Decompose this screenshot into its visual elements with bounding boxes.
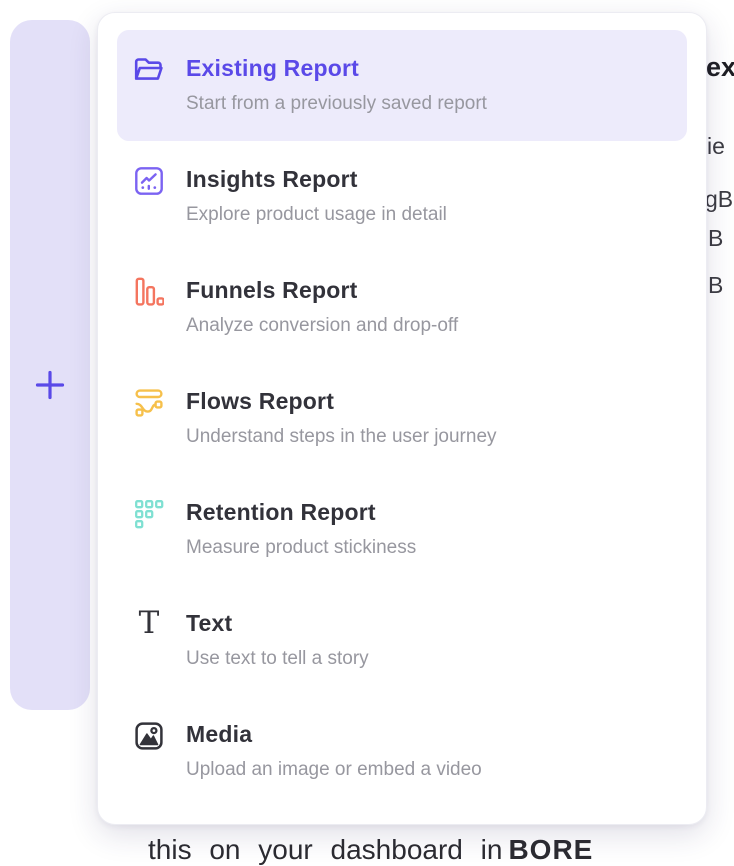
- folder-icon: [131, 55, 167, 83]
- menu-item-text: Flows Report Understand steps in the use…: [186, 386, 497, 449]
- menu-item-label: Existing Report: [186, 55, 359, 81]
- menu-item-description: Use text to tell a story: [186, 648, 369, 669]
- bg-text-fragment: ie: [707, 133, 725, 159]
- menu-item-description: Start from a previously saved report: [186, 93, 487, 114]
- menu-item-description: Analyze conversion and drop-off: [186, 315, 459, 336]
- menu-item-media-block[interactable]: Media Upload an image or embed a video: [117, 696, 687, 807]
- add-report-menu: Existing Report Start from a previously …: [97, 12, 707, 825]
- menu-item-text: Funnels Report Analyze conversion and dr…: [186, 275, 458, 338]
- bg-bottom-text: this on your dashboard in: [148, 834, 503, 865]
- menu-item-description: Understand steps in the user journey: [186, 426, 497, 447]
- plus-icon: [32, 367, 68, 403]
- menu-item-label: Flows Report: [186, 388, 335, 414]
- menu-item-flows-report[interactable]: Flows Report Understand steps in the use…: [117, 363, 687, 474]
- menu-item-label: Insights Report: [186, 166, 358, 192]
- menu-item-text: Insights Report Explore product usage in…: [186, 164, 447, 227]
- bg-text-fragment: B: [708, 272, 724, 298]
- menu-item-label: Funnels Report: [186, 277, 358, 303]
- flows-icon: [131, 388, 167, 418]
- bg-bottom-text-strong: BORE: [508, 834, 594, 865]
- menu-item-existing-report[interactable]: Existing Report Start from a previously …: [117, 30, 687, 141]
- funnels-bars-icon: [131, 277, 167, 307]
- bg-text-fragment: B: [708, 225, 724, 251]
- menu-item-text: Media Upload an image or embed a video: [186, 719, 482, 782]
- insights-chart-icon: [131, 166, 167, 196]
- menu-item-text: Existing Report Start from a previously …: [186, 53, 487, 116]
- menu-item-text: Retention Report Measure product stickin…: [186, 497, 416, 560]
- menu-item-label: Text: [186, 610, 233, 636]
- menu-item-description: Measure product stickiness: [186, 537, 417, 558]
- menu-item-label: Media: [186, 721, 253, 747]
- add-tile-button[interactable]: [10, 358, 90, 412]
- menu-item-text: Text Use text to tell a story: [186, 608, 369, 671]
- menu-item-retention-report[interactable]: Retention Report Measure product stickin…: [117, 474, 687, 585]
- menu-item-funnels-report[interactable]: Funnels Report Analyze conversion and dr…: [117, 252, 687, 363]
- menu-item-text-block[interactable]: T Text Use text to tell a story: [117, 585, 687, 696]
- bg-text-fragment: ex: [706, 52, 734, 82]
- menu-item-description: Explore product usage in detail: [186, 204, 447, 225]
- bg-bottom-text-fragment: this on your dashboard in BORE: [148, 834, 593, 866]
- bg-text-fragment: gB: [705, 186, 734, 212]
- menu-item-label: Retention Report: [186, 499, 376, 525]
- retention-grid-icon: [131, 499, 167, 529]
- add-tile-rail: [10, 20, 90, 710]
- text-icon: T: [138, 605, 160, 641]
- media-image-icon: [131, 721, 167, 751]
- menu-item-insights-report[interactable]: Insights Report Explore product usage in…: [117, 141, 687, 252]
- menu-item-description: Upload an image or embed a video: [186, 759, 482, 780]
